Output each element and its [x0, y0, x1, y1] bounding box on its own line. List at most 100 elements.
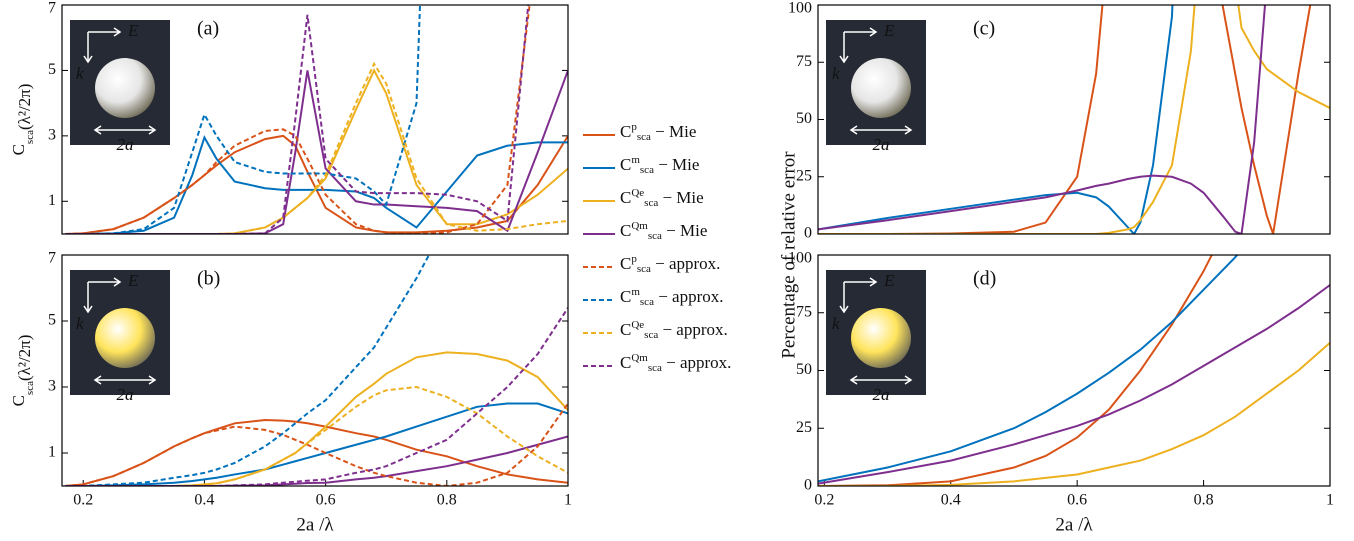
y-tick-label: 0 [804, 477, 812, 494]
x-tick-label: 0.2 [73, 492, 93, 509]
sphere [95, 58, 155, 118]
data-line [818, 5, 1266, 234]
data-line [818, 255, 1213, 486]
wavevector-label: k [76, 64, 84, 83]
x-tick-label: 0.4 [194, 492, 214, 509]
data-line [65, 385, 568, 486]
y-tick-label: 50 [796, 110, 812, 127]
size-arrow [849, 125, 913, 135]
legend-label: Cpsca − Mie [620, 121, 696, 143]
legend-label: CQesca − Mie [620, 187, 704, 209]
axes-frame [817, 254, 1331, 487]
data-line [64, 418, 568, 486]
panel: 1 3 5 7 Ek 2a (a) Csca(λ²/2π) [9, 0, 569, 235]
sphere [95, 308, 155, 368]
legend-label: Cmsca − Mie [620, 154, 699, 176]
plot-lines [818, 255, 1330, 486]
x-tick-label: 0.2 [814, 492, 834, 509]
panel-label: (d) [973, 268, 996, 290]
data-line [64, 5, 531, 234]
wavevector-label: k [832, 314, 840, 333]
diameter-label: 2a [873, 135, 890, 154]
y-tick-label: 3 [48, 127, 56, 144]
y-tick-label: 7 [48, 0, 56, 17]
e-arrow [88, 27, 122, 37]
y-tick-label: 1 [48, 444, 56, 461]
y-axis-label: Percentage of relative error [778, 151, 799, 359]
y-tick-label: 25 [796, 167, 812, 184]
panel: 1 3 5 7 0.2 0.4 0.6 0.8 1 Ek 2a (b) 2a /λ Csca(λ²/2π) [9, 250, 572, 536]
data-line [65, 61, 568, 234]
x-axis-label: 2a /λ [296, 514, 334, 535]
x-tick-label: 0.6 [316, 492, 336, 509]
diameter-label: 2a [117, 135, 134, 154]
axes-frame [61, 4, 569, 235]
data-line [818, 255, 1239, 483]
y-tick-label: 100 [788, 250, 812, 267]
data-line [818, 5, 1330, 234]
data-line [65, 70, 568, 234]
data-line [64, 402, 568, 486]
legend-label: CQmsca − approx. [620, 352, 731, 374]
y-tick-label: 25 [796, 419, 812, 436]
y-tick-label: 3 [48, 378, 56, 395]
data-line [818, 342, 1330, 486]
legend: Cpsca − Mie Cmsca − Mie CQesca − Mie CQmsca… [583, 121, 731, 374]
field-label: E [127, 21, 139, 40]
data-line [818, 5, 1312, 234]
data-line [65, 5, 421, 234]
k-arrow [83, 282, 93, 314]
data-line [65, 5, 530, 234]
y-tick-label: 1 [48, 192, 56, 209]
e-arrow [844, 27, 878, 37]
data-line [65, 307, 568, 486]
y-tick-label: 0 [804, 225, 812, 242]
legend-label: Cmsca − approx. [620, 286, 724, 308]
size-arrow [93, 125, 157, 135]
plot-lines [64, 255, 568, 486]
data-line [65, 435, 568, 486]
x-tick-label: 0.8 [1194, 492, 1214, 509]
diameter-label: 2a [873, 385, 890, 404]
x-tick-label: 0.6 [1067, 492, 1087, 509]
plot-lines [64, 5, 568, 234]
legend-label: CQmsca − Mie [620, 220, 707, 242]
k-arrow [83, 32, 93, 64]
sphere [851, 308, 911, 368]
x-axis-label: 2a /λ [1055, 514, 1093, 535]
size-arrow [849, 375, 913, 385]
y-tick-label: 5 [48, 61, 56, 78]
y-tick-label: 5 [48, 312, 56, 329]
data-line [818, 5, 1174, 234]
axes-frame [61, 254, 569, 487]
legend-label: Cpsca − approx. [620, 253, 720, 275]
field-label: E [883, 271, 895, 290]
data-line [65, 402, 568, 486]
y-tick-label: 50 [796, 361, 812, 378]
x-tick-label: 0.4 [941, 492, 961, 509]
axes-frame [817, 4, 1331, 235]
panel-label: (c) [973, 18, 995, 40]
plot-lines [818, 5, 1330, 234]
data-line [65, 255, 431, 486]
field-label: E [883, 21, 895, 40]
y-axis-label: Csca(λ²/2π) [9, 84, 36, 156]
y-tick-label: 75 [796, 303, 812, 320]
panel: 0 25 50 75 100 0.2 0.4 0.6 0.8 1 Ek 2a (d) 2a /λ [788, 250, 1334, 536]
legend-label: CQesca − approx. [620, 319, 728, 341]
panel-label: (a) [197, 18, 219, 40]
sphere [851, 58, 911, 118]
e-arrow [88, 277, 122, 287]
x-tick-label: 1 [564, 492, 572, 509]
k-arrow [839, 32, 849, 64]
data-line [65, 135, 568, 234]
data-line [818, 284, 1330, 485]
panel-label: (b) [197, 268, 220, 290]
e-arrow [844, 277, 878, 287]
y-tick-label: 75 [796, 53, 812, 70]
x-tick-label: 1 [1326, 492, 1334, 509]
wavevector-label: k [832, 64, 840, 83]
y-tick-label: 100 [788, 0, 812, 17]
y-tick-label: 7 [48, 250, 56, 267]
size-arrow [93, 375, 157, 385]
